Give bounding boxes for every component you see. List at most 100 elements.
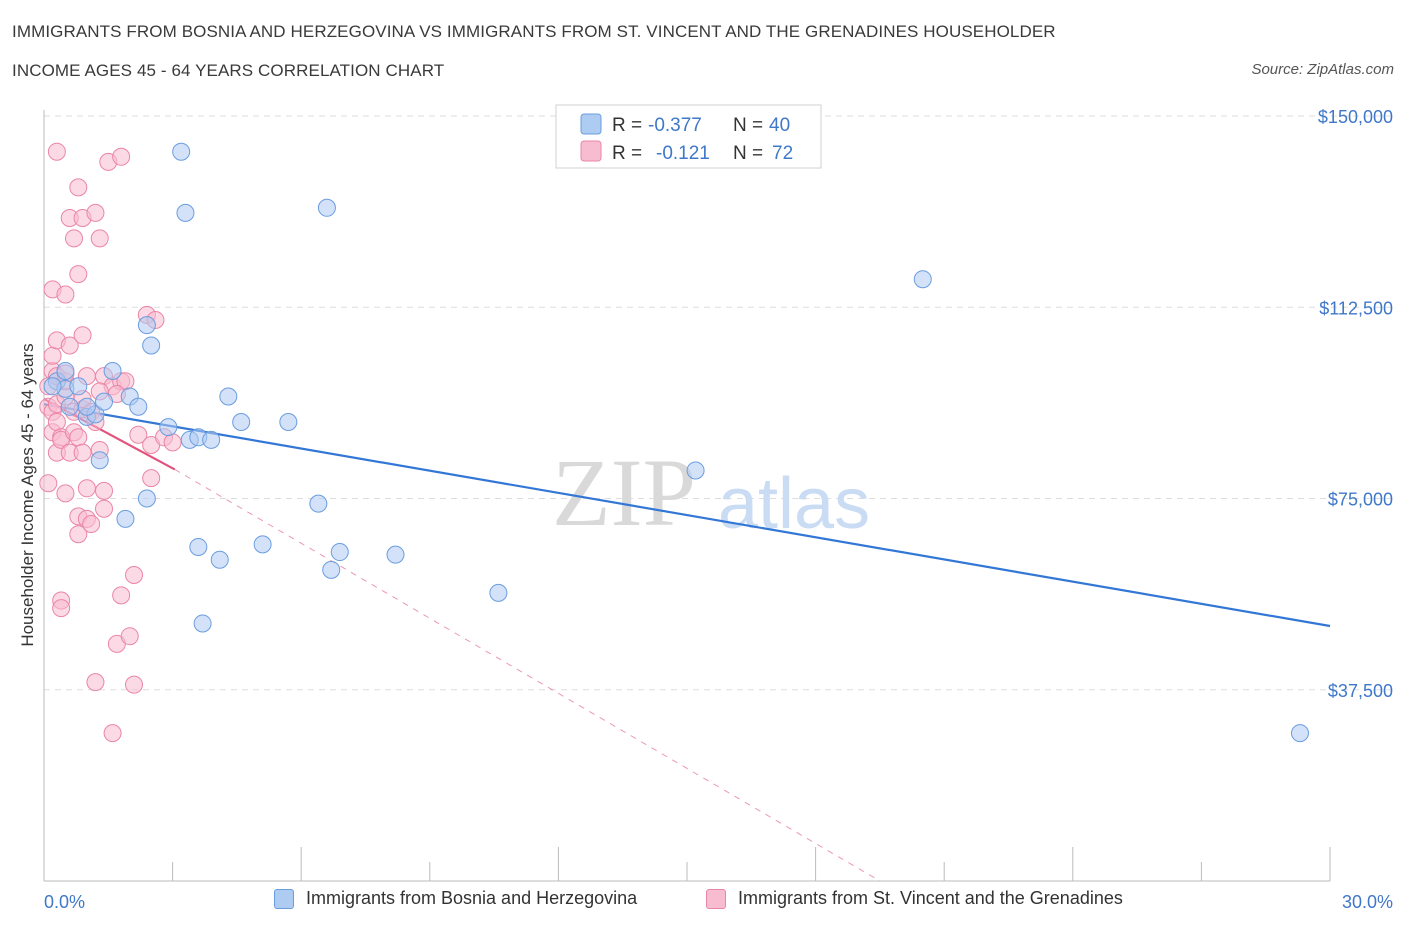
data-point-st-vincent <box>47 413 66 431</box>
data-point-bosnia <box>193 614 212 633</box>
watermark: ZIP atlas <box>552 439 870 546</box>
data-point-st-vincent <box>69 525 88 544</box>
data-point-st-vincent <box>86 203 105 222</box>
data-point-bosnia <box>56 362 75 380</box>
data-point-st-vincent <box>69 428 88 447</box>
data-point-st-vincent <box>77 479 96 498</box>
data-point-bosnia <box>279 413 298 431</box>
points-bosnia <box>43 142 1309 743</box>
legend-n-label-1: N = <box>733 115 763 136</box>
data-point-st-vincent <box>125 566 144 584</box>
data-point-bosnia <box>386 545 405 564</box>
data-point-bosnia <box>142 336 161 355</box>
data-point-bosnia <box>90 451 109 470</box>
data-point-st-vincent <box>95 499 114 518</box>
x-ticks <box>43 847 1331 881</box>
data-point-bosnia <box>253 535 272 554</box>
data-point-st-vincent <box>69 265 88 284</box>
data-point-bosnia <box>95 392 114 411</box>
data-point-st-vincent <box>52 599 71 618</box>
data-point-bosnia <box>317 198 336 217</box>
trend-line-bosnia <box>43 403 1331 628</box>
legend-swatch-blue <box>580 113 602 135</box>
legend-label-bosnia: Immigrants from Bosnia and Herzegovina <box>306 888 638 908</box>
data-point-st-vincent <box>43 346 62 365</box>
data-point-bosnia <box>189 537 208 556</box>
data-point-bosnia <box>60 397 79 416</box>
data-point-st-vincent <box>129 425 148 444</box>
data-point-bosnia <box>103 362 122 380</box>
y-tick-labels: $37,500 $75,000 $112,500 $150,000 <box>1318 107 1393 701</box>
data-point-st-vincent <box>69 178 88 197</box>
data-point-bosnia <box>159 418 178 437</box>
data-point-bosnia <box>116 509 135 528</box>
y-tick-label: $150,000 <box>1318 107 1393 127</box>
data-point-bosnia <box>219 387 238 406</box>
y-tick-label: $75,000 <box>1328 490 1393 510</box>
chart-title-line2: INCOME AGES 45 - 64 YEARS CORRELATION CH… <box>12 61 445 80</box>
data-point-bosnia <box>309 494 328 513</box>
watermark-zip: ZIP <box>552 439 696 546</box>
data-point-bosnia <box>69 377 88 396</box>
data-point-bosnia <box>210 550 229 569</box>
legend-swatch-bosnia <box>274 888 294 909</box>
data-point-st-vincent <box>73 326 92 345</box>
data-point-bosnia <box>232 413 251 431</box>
data-point-st-vincent <box>60 336 79 355</box>
legend-r-label-1: R = <box>612 115 642 136</box>
data-point-bosnia <box>686 461 705 480</box>
x-tick-label-max: 30.0% <box>1342 892 1393 912</box>
legend-swatch-pink <box>580 140 602 162</box>
legend-label-st-vincent: Immigrants from St. Vincent and the Gren… <box>738 888 1123 908</box>
y-tick-label: $37,500 <box>1328 681 1393 701</box>
watermark-atlas: atlas <box>718 464 870 544</box>
data-point-st-vincent <box>56 285 75 304</box>
data-point-bosnia <box>330 543 349 562</box>
legend-item-st-vincent: Immigrants from St. Vincent and the Gren… <box>706 888 1123 909</box>
data-point-bosnia <box>172 142 191 161</box>
legend-r-value-1: -0.377 <box>648 115 702 136</box>
data-point-bosnia <box>913 270 932 289</box>
data-point-st-vincent <box>90 229 109 248</box>
legend-r-value-2: -0.121 <box>656 143 710 164</box>
data-point-st-vincent <box>95 481 114 500</box>
correlation-legend: R = -0.377 N = 40 R = -0.121 N = 72 <box>555 104 822 169</box>
legend-r-label-2: R = <box>612 143 642 164</box>
data-point-bosnia <box>176 203 195 222</box>
data-point-st-vincent <box>56 484 75 503</box>
legend-swatch-st-vincent <box>706 888 726 909</box>
data-point-bosnia <box>129 397 148 416</box>
data-point-st-vincent <box>103 724 122 743</box>
grid-lines <box>44 115 1393 691</box>
legend-n-value-1: 40 <box>769 115 790 136</box>
series-legend: Immigrants from Bosnia and Herzegovina I… <box>0 888 1406 916</box>
data-point-st-vincent <box>39 474 58 493</box>
data-point-st-vincent <box>125 675 144 694</box>
data-point-st-vincent <box>86 673 105 692</box>
data-point-st-vincent <box>47 142 66 161</box>
data-point-bosnia <box>489 583 508 602</box>
data-point-st-vincent <box>120 627 139 646</box>
data-point-bosnia <box>137 316 156 335</box>
data-point-st-vincent <box>65 229 84 248</box>
data-point-bosnia <box>1290 724 1309 743</box>
x-tick-label-min: 0.0% <box>44 892 85 912</box>
trend-line-st-vincent-extrapolated <box>174 468 881 882</box>
data-point-bosnia <box>137 489 156 508</box>
data-point-bosnia <box>322 560 341 579</box>
y-axis-label: Householder Income Ages 45 - 64 years <box>18 343 37 646</box>
chart-title-line1: IMMIGRANTS FROM BOSNIA AND HERZEGOVINA V… <box>12 22 1056 41</box>
data-point-bosnia <box>43 377 62 396</box>
legend-n-label-2: N = <box>733 143 763 164</box>
data-point-st-vincent <box>163 433 182 452</box>
data-point-st-vincent <box>142 469 161 488</box>
data-point-st-vincent <box>112 147 131 166</box>
data-point-bosnia <box>202 430 221 449</box>
source-label: Source: ZipAtlas.com <box>1251 61 1394 78</box>
y-tick-label: $112,500 <box>1319 298 1393 318</box>
data-point-st-vincent <box>73 443 92 462</box>
legend-item-bosnia: Immigrants from Bosnia and Herzegovina <box>274 888 637 909</box>
points-st-vincent <box>39 142 182 743</box>
legend-n-value-2: 72 <box>772 143 793 164</box>
